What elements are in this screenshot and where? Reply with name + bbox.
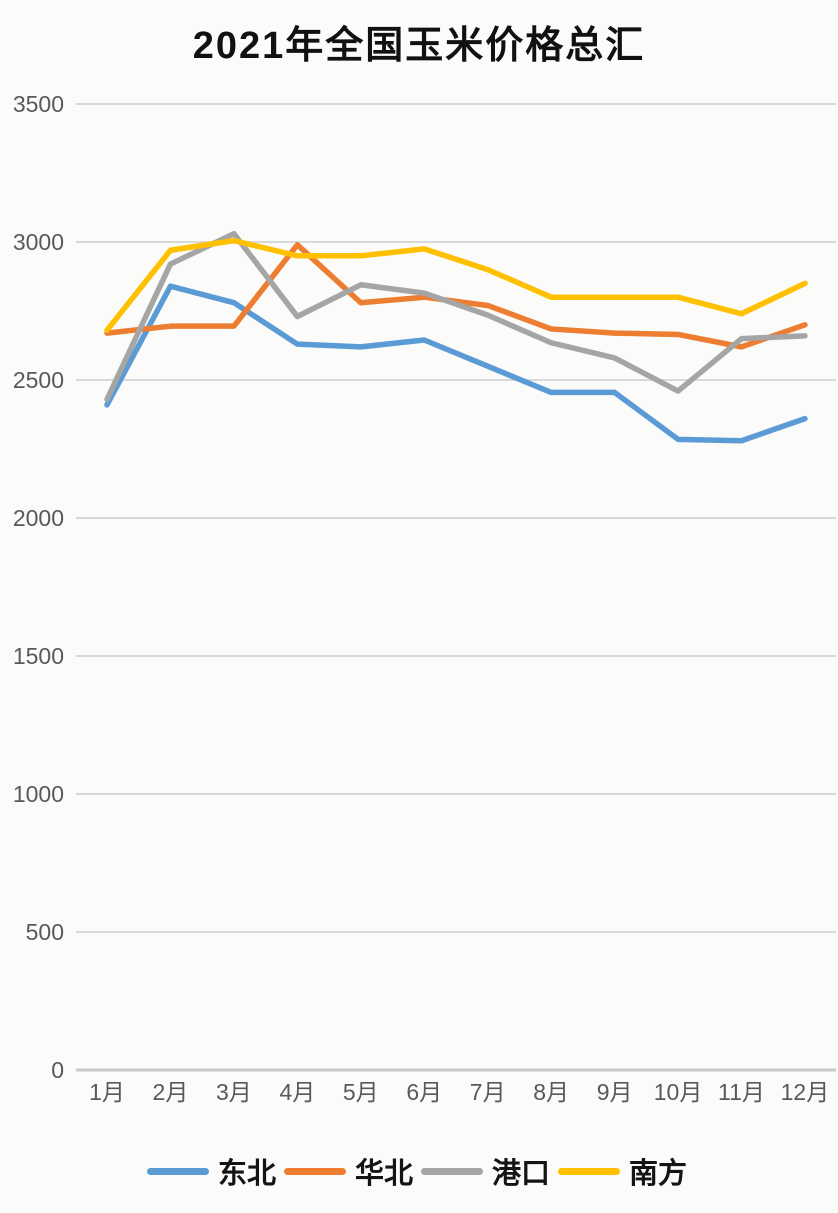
y-tick-label: 1000 — [13, 781, 64, 807]
y-tick-label: 2000 — [13, 505, 64, 531]
x-tick-label: 12月 — [781, 1079, 830, 1105]
x-tick-label: 10月 — [654, 1079, 703, 1105]
legend-label: 港口 — [492, 1158, 551, 1190]
x-tick-label: 9月 — [597, 1079, 633, 1105]
y-tick-label: 3500 — [13, 91, 64, 117]
legend-label: 华北 — [354, 1158, 413, 1190]
legend-label: 南方 — [629, 1158, 688, 1190]
y-tick-label: 1500 — [13, 643, 64, 669]
legend-swatch — [146, 1167, 209, 1175]
x-tick-label: 8月 — [533, 1079, 569, 1105]
x-tick-label: 4月 — [279, 1079, 315, 1105]
x-tick-label: 7月 — [470, 1079, 506, 1105]
legend-swatch — [421, 1167, 483, 1175]
x-tick-label: 1月 — [89, 1079, 125, 1105]
legend-item-2: 港口 — [421, 1150, 554, 1192]
x-tick-label: 2月 — [153, 1079, 189, 1105]
series-line-2 — [104, 230, 808, 403]
x-tick-label: 3月 — [216, 1079, 252, 1105]
legend-item-0: 东北 — [146, 1150, 280, 1192]
series-line-3 — [104, 237, 808, 334]
x-tick-label: 6月 — [406, 1079, 442, 1105]
x-tick-label: 5月 — [343, 1079, 379, 1105]
chart-legend: 东北 华北 港口 南方 — [0, 1148, 838, 1194]
legend-swatch — [558, 1167, 621, 1175]
legend-item-3: 南方 — [558, 1150, 691, 1192]
x-tick-label: 11月 — [718, 1079, 765, 1105]
y-tick-label: 2500 — [13, 367, 64, 393]
y-tick-label: 500 — [26, 919, 64, 945]
y-tick-label: 3000 — [13, 229, 64, 255]
y-tick-label: 0 — [51, 1057, 64, 1083]
legend-label: 东北 — [217, 1158, 276, 1190]
legend-item-1: 华北 — [283, 1150, 417, 1192]
chart-title: 2021年全国玉米价格总汇 — [192, 25, 646, 67]
series-line-0 — [104, 283, 808, 444]
legend-swatch — [283, 1167, 346, 1175]
